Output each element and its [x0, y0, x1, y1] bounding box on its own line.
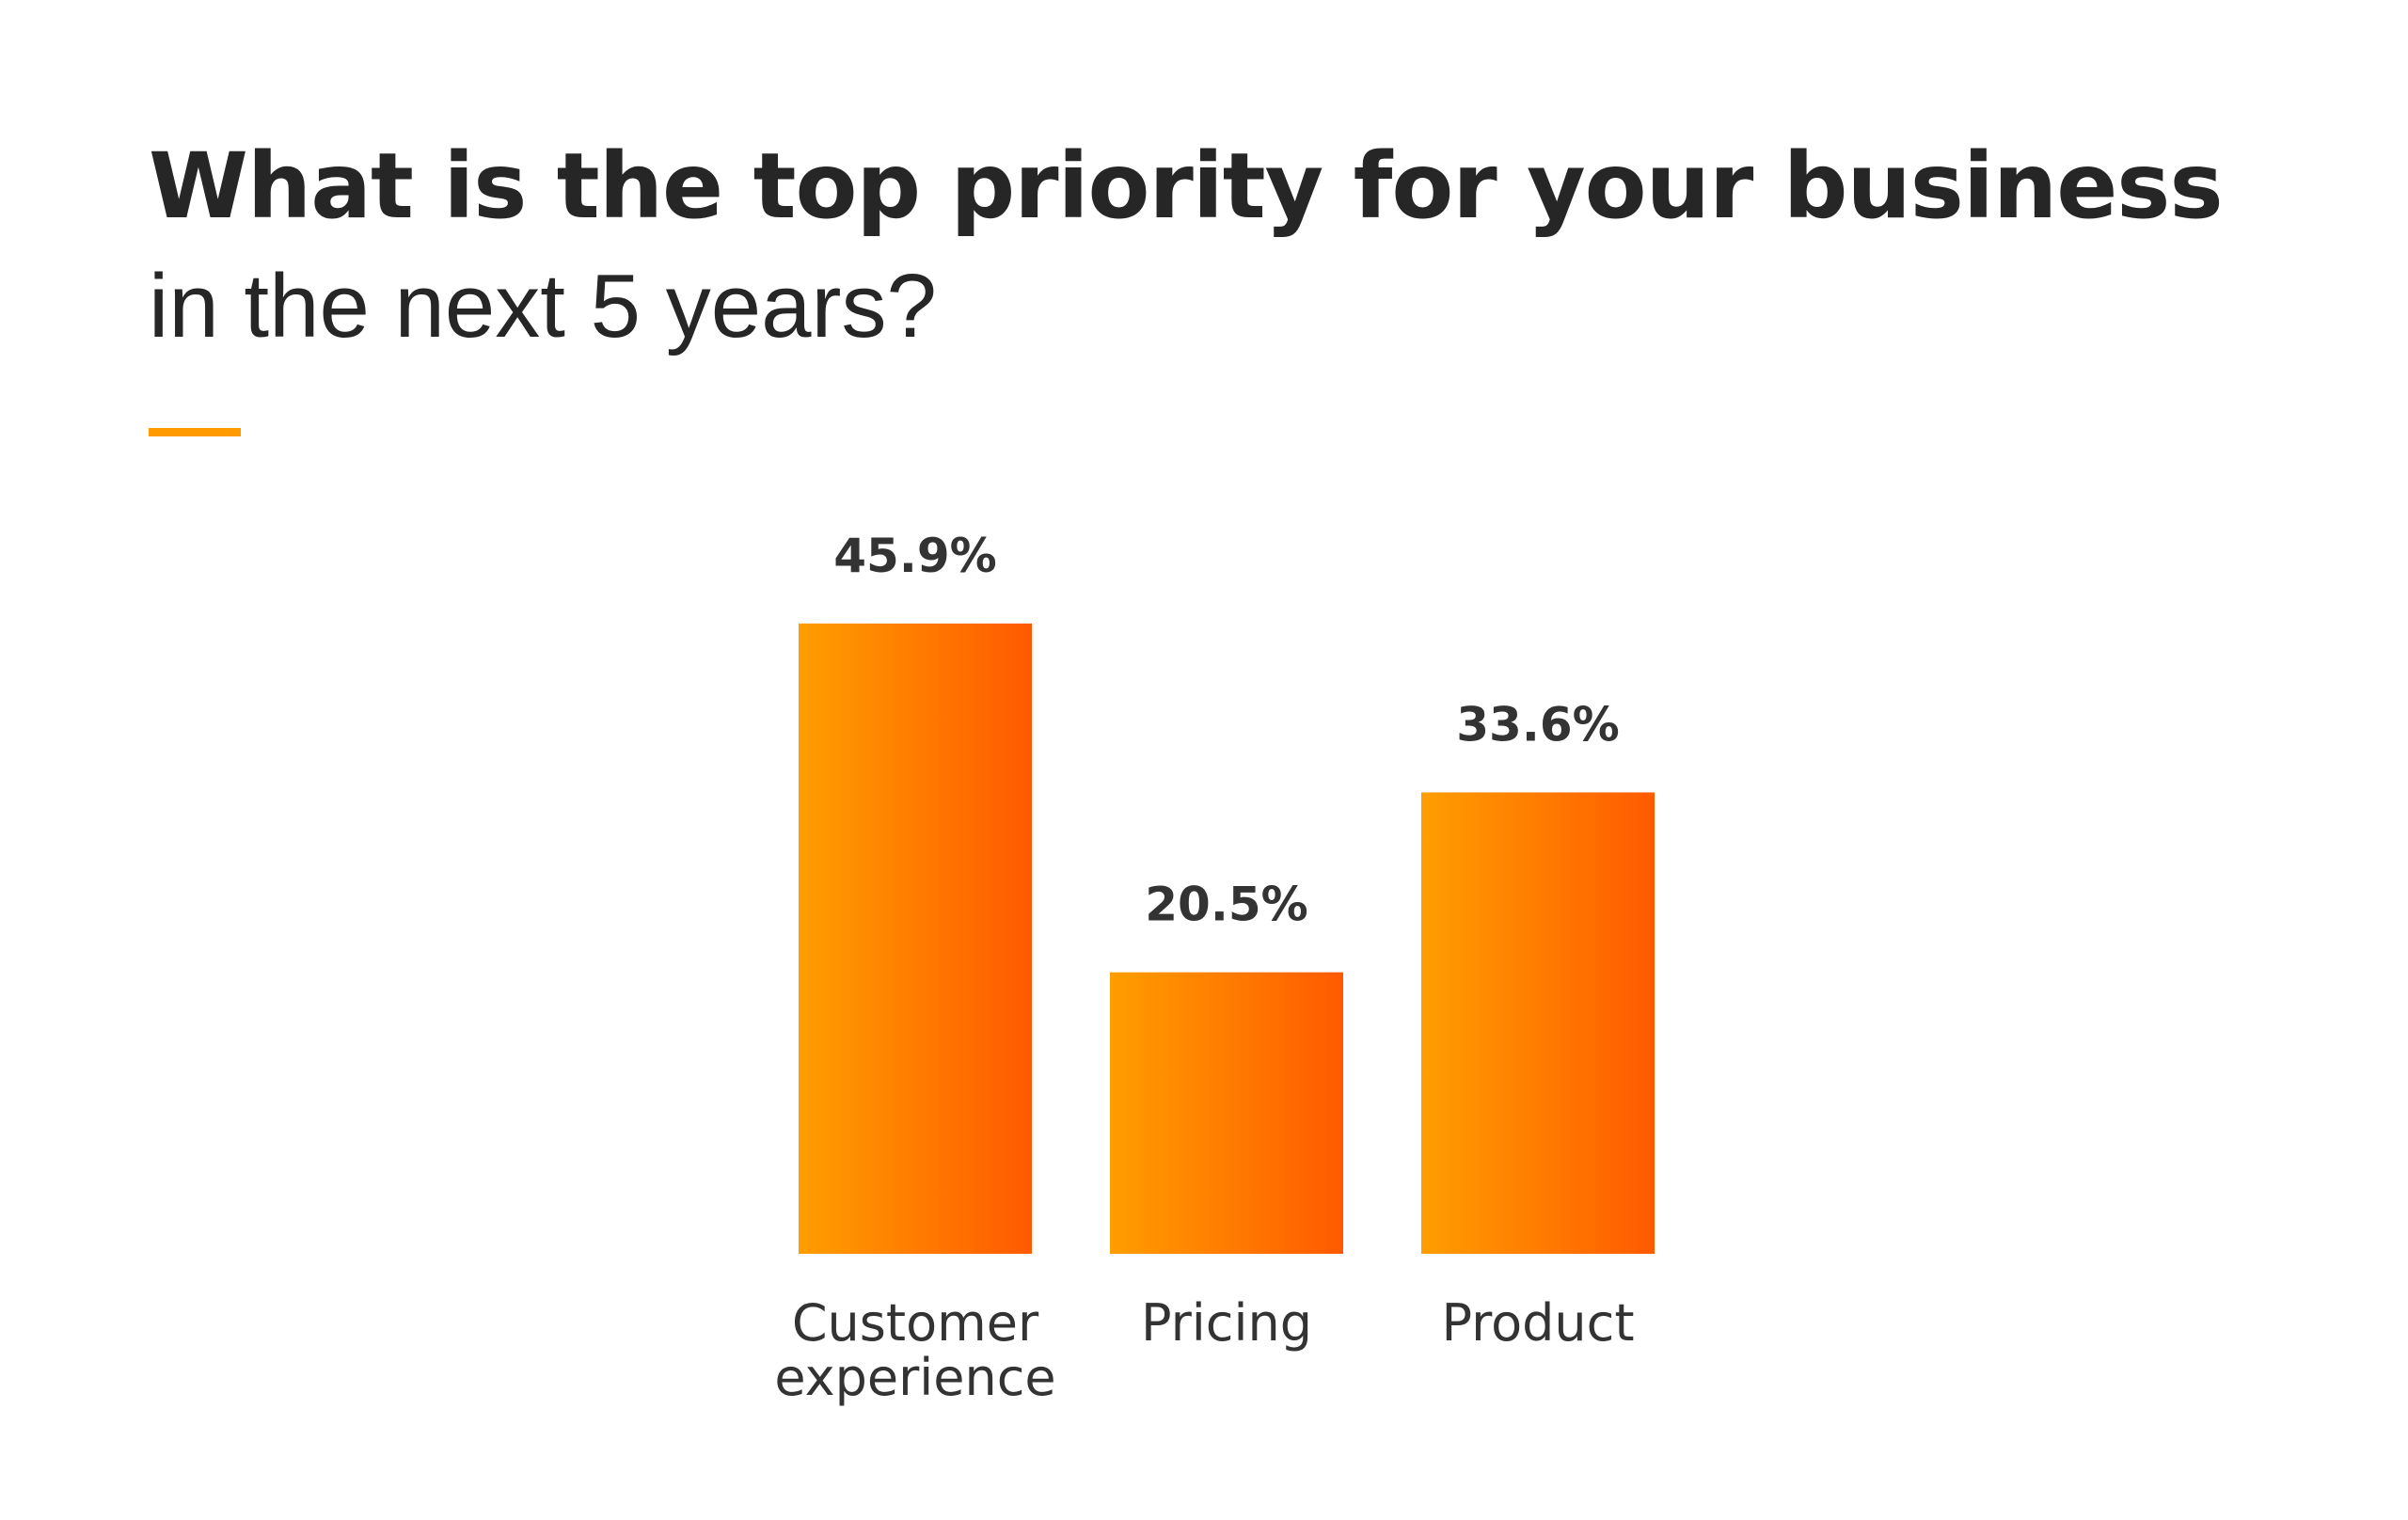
value-label-1: 20.5% — [1145, 878, 1307, 932]
category-label-0-0: Customer — [792, 1293, 1039, 1353]
category-label-0-1: experience — [774, 1348, 1055, 1407]
category-label-1-0: Pricing — [1141, 1293, 1312, 1353]
chart-title: What is the top priority for your busine… — [149, 134, 2224, 239]
bar-1 — [1110, 972, 1343, 1254]
bar-2 — [1421, 792, 1655, 1254]
chart-subtitle: in the next 5 years? — [149, 256, 937, 356]
value-label-2: 33.6% — [1456, 697, 1619, 752]
bar-0 — [799, 623, 1032, 1254]
accent-divider — [149, 428, 241, 436]
category-label-2-0: Product — [1441, 1293, 1634, 1353]
value-label-0: 45.9% — [833, 529, 996, 583]
